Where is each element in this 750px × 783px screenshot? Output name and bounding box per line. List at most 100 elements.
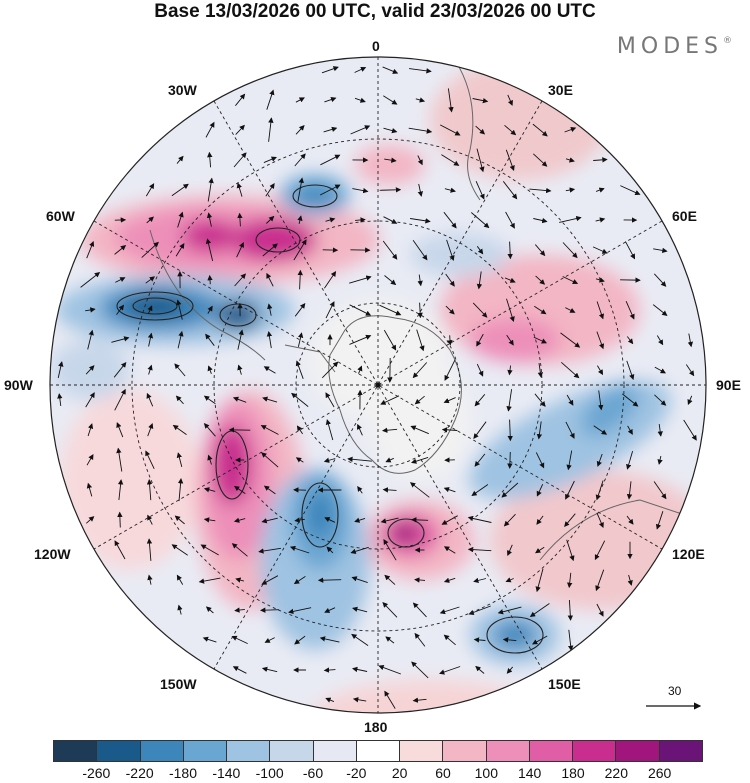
wind-vector <box>687 395 693 406</box>
wind-vector <box>323 457 336 463</box>
colorbar-swatch <box>486 741 530 761</box>
wind-vector <box>147 514 153 525</box>
wind-vector <box>409 68 432 74</box>
wind-vector <box>232 666 247 674</box>
colorbar-swatch <box>659 741 702 761</box>
wind-vector <box>262 396 278 403</box>
wind-vector <box>203 423 216 437</box>
wind-vector <box>562 276 579 284</box>
wind-vector <box>264 637 275 643</box>
wind-vector <box>117 511 123 528</box>
wind-vector <box>653 273 667 287</box>
wind-vector <box>532 153 548 167</box>
wind-vector <box>476 333 484 347</box>
wind-vector <box>347 456 372 462</box>
wind-vector <box>532 635 548 645</box>
wind-vector <box>471 484 489 497</box>
wind-vector <box>233 517 246 523</box>
wind-vector <box>235 124 245 135</box>
map-boundary <box>49 56 707 714</box>
wind-vector <box>234 607 245 613</box>
wind-vector <box>565 157 575 163</box>
colorbar-swatch <box>54 741 98 761</box>
wind-vector <box>266 89 275 110</box>
colorbar-tick-label: 220 <box>604 765 629 781</box>
wind-vector <box>319 184 341 196</box>
wind-vector <box>232 396 247 403</box>
wind-vector <box>412 362 428 379</box>
wind-vector <box>626 515 634 525</box>
wind-vector <box>265 215 275 224</box>
wind-vector <box>472 97 489 104</box>
wind-vector <box>657 424 663 437</box>
wind-vector <box>321 66 339 74</box>
wind-vector <box>324 271 337 289</box>
wind-vector <box>417 183 423 197</box>
colorbar-tick-label: 100 <box>474 765 499 781</box>
wind-vector <box>235 93 246 106</box>
lon-label-0: 0 <box>372 38 380 54</box>
colorbar <box>53 740 703 762</box>
colorbar-tick-label: 20 <box>391 765 408 781</box>
wind-vector <box>652 304 668 316</box>
wind-vector <box>233 152 247 168</box>
wind-vector <box>502 181 518 200</box>
wind-vector <box>384 275 397 286</box>
lon-label-60w: 60W <box>46 208 75 224</box>
wind-vector <box>146 479 153 501</box>
lon-label-60e: 60E <box>672 208 697 224</box>
wind-vector <box>294 302 306 317</box>
wind-vector <box>443 634 456 646</box>
wind-vector <box>467 546 492 553</box>
wind-vector <box>593 157 608 163</box>
wind-vector <box>207 365 213 374</box>
wind-vector <box>441 515 458 525</box>
lon-label-90e: 90E <box>716 377 741 393</box>
wind-vector <box>349 275 372 284</box>
wind-vector <box>383 127 398 134</box>
wind-vector <box>416 329 425 352</box>
wind-vector <box>596 301 605 320</box>
wind-vector <box>412 240 428 261</box>
wind-vector <box>566 539 575 562</box>
wind-vector <box>352 697 367 703</box>
wind-vector <box>559 215 582 223</box>
colorbar-tick-label: -220 <box>125 765 154 781</box>
wind-vector <box>535 546 545 554</box>
wind-vector <box>410 218 431 224</box>
wind-vector <box>503 513 516 527</box>
wind-vector <box>233 485 246 494</box>
wind-vector <box>234 273 247 287</box>
wind-vector <box>145 183 155 197</box>
wind-vector <box>441 427 458 433</box>
wind-vector <box>295 125 305 135</box>
wind-vector <box>236 182 243 197</box>
wind-vector <box>237 364 243 375</box>
wind-vector <box>443 487 456 493</box>
wind-vector <box>207 274 213 285</box>
wind-vector <box>174 515 185 525</box>
wind-vector <box>267 303 273 316</box>
wind-vector <box>504 277 516 283</box>
wind-vector <box>417 274 423 287</box>
wind-vector <box>236 241 244 258</box>
wind-vector <box>231 635 248 645</box>
colorbar-tick-label: 60 <box>435 765 451 781</box>
wind-vector <box>145 276 156 284</box>
lon-label-150w: 150W <box>160 676 197 692</box>
wind-vector <box>324 96 337 103</box>
wind-vector <box>176 574 184 585</box>
wind-vector <box>177 330 184 349</box>
wind-vector <box>147 574 153 585</box>
wind-vector <box>357 365 363 374</box>
wind-vector <box>597 365 604 376</box>
wind-vector <box>567 572 573 589</box>
wind-vector <box>385 457 394 463</box>
wind-vector <box>653 247 668 254</box>
wind-vector <box>534 244 546 257</box>
wind-vector <box>560 332 581 348</box>
wind-vector <box>622 393 639 407</box>
wind-vector <box>296 425 303 435</box>
wind-vector <box>472 302 488 318</box>
wind-vector <box>383 329 397 351</box>
